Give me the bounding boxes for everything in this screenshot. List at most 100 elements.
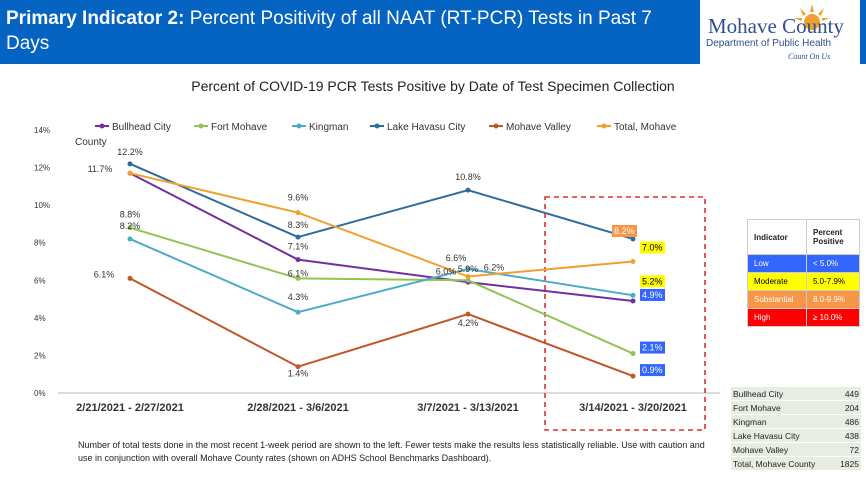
counts-table: Bullhead City 449 Fort Mohave 204 Kingman 4… bbox=[731, 387, 861, 471]
counts-row: Mohave Valley 72 bbox=[731, 442, 861, 457]
test-count: 486 bbox=[833, 414, 861, 429]
legend-marker bbox=[99, 123, 105, 129]
data-point bbox=[295, 210, 301, 216]
y-tick-label: 10% bbox=[34, 201, 50, 210]
data-point bbox=[127, 236, 133, 242]
legend-marker bbox=[374, 123, 380, 129]
sun-icon bbox=[794, 4, 830, 30]
county-name: Lake Havasu City bbox=[731, 428, 834, 443]
data-point bbox=[127, 275, 133, 281]
data-label: 12.2% bbox=[117, 147, 143, 157]
indicator-row-low: Low < 5.0% bbox=[747, 254, 860, 273]
test-count: 1825 bbox=[833, 456, 861, 471]
y-tick-label: 6% bbox=[34, 276, 46, 285]
data-label: 5.2% bbox=[642, 276, 663, 286]
footnote: Number of total tests done in the most r… bbox=[78, 440, 705, 463]
y-tick-label: 14% bbox=[34, 126, 50, 135]
series-line bbox=[129, 238, 634, 314]
indicator-label: High bbox=[747, 308, 807, 327]
indicator-row-substantial: Substantial 8.0-9.9% bbox=[747, 290, 860, 309]
data-point bbox=[465, 187, 471, 193]
data-point bbox=[127, 170, 133, 176]
data-point bbox=[465, 266, 471, 272]
title-bold: Primary Indicator 2: bbox=[6, 8, 185, 29]
legend-label: Total, Mohave bbox=[614, 122, 677, 133]
data-point bbox=[630, 373, 636, 379]
data-label: 11.7% bbox=[88, 164, 113, 174]
county-logo: Mohave County Department of Public Healt… bbox=[700, 0, 860, 64]
indicator-range: < 5.0% bbox=[806, 254, 860, 273]
data-point bbox=[295, 275, 301, 281]
data-point bbox=[630, 259, 636, 264]
data-label-box bbox=[640, 364, 665, 377]
county-name: Mohave Valley bbox=[731, 442, 834, 457]
series-line bbox=[129, 172, 634, 278]
data-label: 8.2% bbox=[120, 221, 141, 231]
data-label: 5.9% bbox=[458, 264, 479, 274]
counts-row: Lake Havasu City 438 bbox=[731, 428, 861, 443]
data-point bbox=[465, 274, 471, 280]
data-point bbox=[630, 292, 636, 298]
x-tick-label: 2/28/2021 - 3/6/2021 bbox=[247, 402, 349, 414]
data-label-box bbox=[640, 341, 665, 354]
legend-marker bbox=[296, 123, 302, 129]
indicator-range: 5.0-7.9% bbox=[806, 272, 860, 291]
test-count: 72 bbox=[833, 442, 861, 457]
data-label: 9.6% bbox=[288, 193, 309, 203]
data-label: 8.8% bbox=[120, 210, 141, 220]
test-count: 449 bbox=[833, 387, 861, 401]
data-label: 4.3% bbox=[288, 292, 309, 302]
data-label-box bbox=[640, 241, 665, 254]
legend-title: County bbox=[75, 137, 107, 148]
percent-header: Percent Positive bbox=[806, 219, 860, 255]
data-point bbox=[295, 309, 301, 315]
y-tick-label: 8% bbox=[34, 239, 46, 248]
data-label: 0.9% bbox=[642, 365, 663, 375]
data-label: 8.3% bbox=[288, 220, 309, 230]
logo-name: Mohave County bbox=[708, 14, 844, 38]
title-rest: Percent Positivity of all NAAT (RT-PCR) … bbox=[6, 8, 652, 54]
county-name: Kingman bbox=[731, 414, 834, 429]
indicator-label: Moderate bbox=[747, 272, 807, 291]
data-label: 2.1% bbox=[642, 343, 663, 353]
data-point bbox=[630, 351, 636, 357]
data-point bbox=[630, 236, 636, 242]
chart-title: Percent of COVID-19 PCR Tests Positive b… bbox=[191, 78, 675, 94]
counts-row: Kingman 486 bbox=[731, 414, 861, 429]
counts-row: Bullhead City 449 bbox=[731, 387, 861, 401]
data-label: 8.2% bbox=[614, 226, 635, 236]
x-tick-label: 2/21/2021 - 2/27/2021 bbox=[76, 402, 184, 414]
series-line bbox=[129, 226, 634, 355]
counts-row: Fort Mohave 204 bbox=[731, 400, 861, 415]
legend-label: Mohave Valley bbox=[506, 122, 571, 133]
header-banner: Primary Indicator 2: Percent Positivity … bbox=[0, 0, 866, 64]
y-tick-label: 2% bbox=[34, 351, 46, 360]
data-label: 6.1% bbox=[288, 268, 309, 278]
series-line bbox=[129, 162, 634, 240]
series-line bbox=[129, 277, 634, 378]
indicator-row-moderate: Moderate 5.0-7.9% bbox=[747, 272, 860, 291]
indicator-header: Indicator bbox=[747, 219, 807, 255]
indicator-range: ≥ 10.0% bbox=[806, 308, 860, 327]
logo-dept: Department of Public Health bbox=[706, 38, 832, 49]
data-label: 7.1% bbox=[288, 242, 309, 252]
x-tick-label: 3/7/2021 - 3/13/2021 bbox=[417, 402, 519, 414]
county-name: Fort Mohave bbox=[731, 400, 834, 415]
data-point bbox=[295, 257, 301, 263]
y-tick-label: 12% bbox=[34, 164, 50, 173]
test-count: 438 bbox=[833, 428, 861, 443]
logo-tagline: Count On Us bbox=[788, 52, 831, 61]
county-name: Total, Mohave County bbox=[731, 456, 834, 471]
data-point bbox=[465, 277, 471, 283]
legend-marker bbox=[601, 123, 607, 129]
series-line bbox=[129, 172, 634, 302]
county-name: Bullhead City bbox=[731, 387, 834, 401]
indicator-row-high: High ≥ 10.0% bbox=[747, 308, 860, 327]
y-tick-label: 4% bbox=[34, 314, 46, 323]
indicator-table: Indicator Percent Positive Low < 5.0% Mo… bbox=[747, 219, 860, 327]
data-point bbox=[127, 225, 133, 231]
data-label-box bbox=[640, 275, 665, 288]
data-point bbox=[630, 298, 636, 304]
data-label-box bbox=[640, 288, 665, 301]
y-tick-label: 0% bbox=[34, 389, 46, 398]
